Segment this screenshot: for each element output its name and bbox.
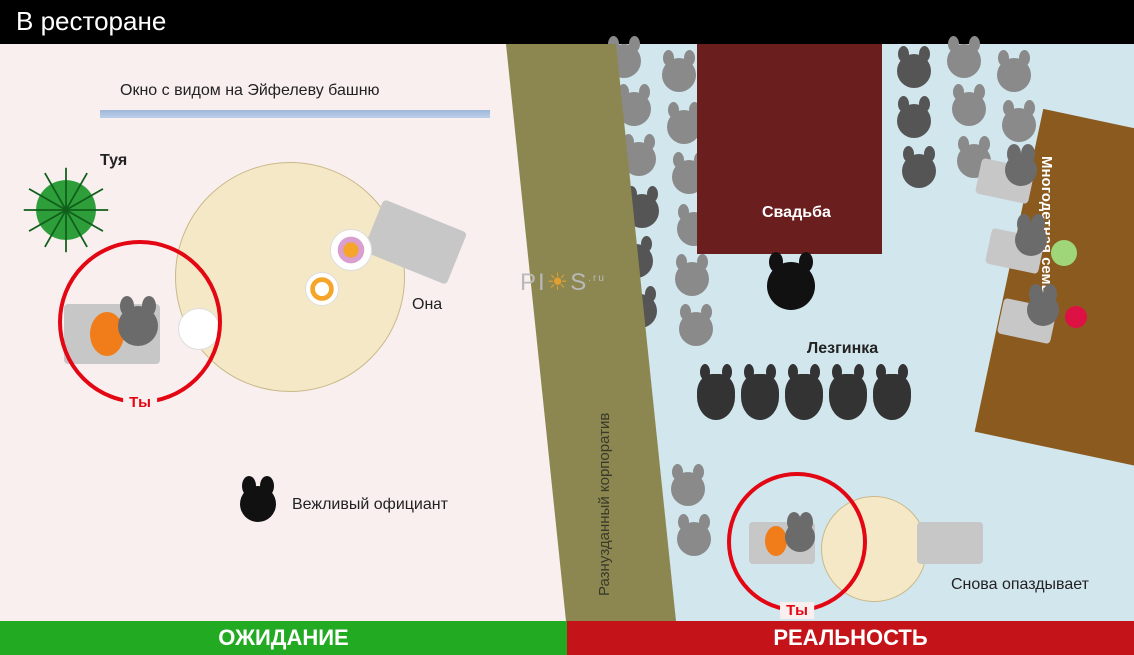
footer-left-label: ОЖИДАНИЕ <box>218 625 348 651</box>
footer-expectation: ОЖИДАНИЕ <box>0 621 567 655</box>
her-plate <box>330 229 372 271</box>
divider-label: Разнузданный корпоратив <box>596 413 613 596</box>
bush-icon <box>22 166 110 254</box>
waiter-icon <box>240 486 276 522</box>
footer-reality: РЕАЛЬНОСТЬ <box>567 621 1134 655</box>
empty-chair-right <box>917 522 983 564</box>
watermark: PI☀S.ru <box>520 268 606 297</box>
bush-label: Туя <box>100 152 127 170</box>
late-label: Снова опаздывает <box>951 576 1089 594</box>
window-bar <box>100 110 490 118</box>
waiter-label: Вежливый официант <box>292 496 448 514</box>
dancers-label: Лезгинка <box>807 340 878 358</box>
title-bar: В ресторане <box>0 0 1134 44</box>
her-label: Она <box>412 296 442 314</box>
family-person <box>1015 224 1047 256</box>
you-ring-left: Ты <box>58 240 222 404</box>
panel-expectation: Окно с видом на Эйфелеву башню Туя Она <box>0 44 567 621</box>
family-person <box>1027 294 1059 326</box>
page-title: В ресторане <box>16 6 166 36</box>
her-ring-plate <box>305 272 339 306</box>
groom-icon <box>767 262 815 310</box>
panel-reality: Свадьба Многодетная семья Лезгинка Ты Сн… <box>567 44 1134 621</box>
wedding-label: Свадьба <box>762 204 831 222</box>
you-ring-right: Ты <box>727 472 867 612</box>
window-label: Окно с видом на Эйфелеву башню <box>120 82 380 100</box>
wedding-table <box>697 44 882 254</box>
dancers-row <box>697 374 911 420</box>
family-plate <box>1051 240 1077 266</box>
family-person <box>1005 154 1037 186</box>
footer-right-label: РЕАЛЬНОСТЬ <box>773 625 927 651</box>
you-label-left: Ты <box>123 394 157 411</box>
you-label-right: Ты <box>780 602 814 619</box>
family-plate <box>1065 306 1087 328</box>
